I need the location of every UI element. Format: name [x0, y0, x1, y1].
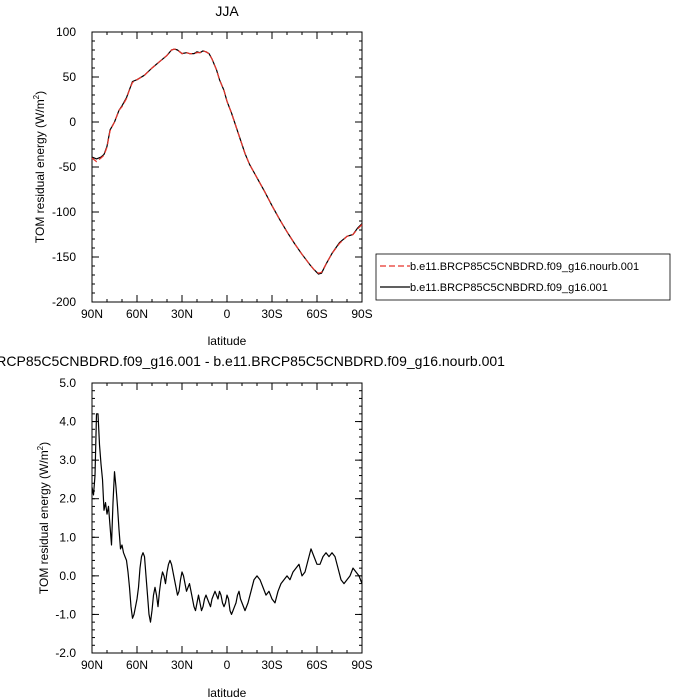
- x-tick-label: 60S: [306, 658, 327, 672]
- y-tick-label: 100: [56, 25, 76, 39]
- y-axis-label-close: ): [33, 91, 47, 95]
- y-tick-label: 0.0: [59, 569, 76, 583]
- x-axis-label: latitude: [208, 686, 247, 700]
- x-tick-label: 90N: [81, 307, 103, 321]
- y-tick-label: 1.0: [59, 530, 76, 544]
- top-chart-panel: JJA 90N 60N 30N 0 30S 60S 90S -200 -150 -100 -50 0 50…: [32, 3, 671, 348]
- x-axis-label: latitude: [208, 334, 247, 348]
- y-tick-label: -150: [52, 250, 76, 264]
- x-tick-label: 30S: [261, 307, 282, 321]
- series-line-0: [91, 48, 363, 274]
- y-tick-label: 4.0: [59, 415, 76, 429]
- x-tick-label: 60N: [126, 658, 148, 672]
- legend-box: [375, 253, 671, 301]
- legend-entry-0: b.e11.BRCP85C5CNBDRD.f09_g16.nourb.001: [410, 261, 639, 273]
- legend-entry-1: b.e11.BRCP85C5CNBDRD.f09_g16.001: [410, 282, 608, 294]
- y-tick-label: -100: [52, 205, 76, 219]
- y-tick-label: -2.0: [55, 646, 76, 660]
- y-axis-label-text: TOM residual energy (W/m: [33, 99, 47, 243]
- chart-title: JJA: [215, 3, 239, 19]
- y-tick-label: 0: [69, 115, 76, 129]
- y-tick-label: 3.0: [59, 453, 76, 467]
- y-axis-label-close: ): [37, 442, 51, 446]
- y-tick-label: -1.0: [55, 607, 76, 621]
- bottom-chart-panel: b.e11.BRCP85C5CNBDRD.f09_g16.001 - b.e11…: [0, 353, 505, 700]
- x-tick-label: 90S: [351, 658, 372, 672]
- y-tick-label: 50: [63, 70, 77, 84]
- x-tick-label: 90S: [351, 307, 372, 321]
- x-tick-label: 0: [224, 658, 231, 672]
- x-tick-label: 30N: [171, 658, 193, 672]
- y-tick-label: -50: [59, 160, 77, 174]
- x-tick-label: 0: [224, 307, 231, 321]
- y-tick-label: 2.0: [59, 492, 76, 506]
- plot-frame: [91, 31, 363, 303]
- x-tick-label: 30S: [261, 658, 282, 672]
- chart-title: b.e11.BRCP85C5CNBDRD.f09_g16.001 - b.e11…: [0, 353, 505, 369]
- y-tick-label: -200: [52, 295, 76, 309]
- series-line-0: [91, 413, 363, 623]
- y-axis-label-superscript: 2: [36, 445, 45, 450]
- x-tick-label: 30N: [171, 307, 193, 321]
- y-tick-label: 5.0: [59, 376, 76, 390]
- y-axis-label: TOM residual energy (W/m2): [36, 442, 51, 594]
- x-tick-label: 60S: [306, 307, 327, 321]
- y-axis-label-text: TOM residual energy (W/m: [37, 450, 51, 594]
- x-tick-label: 60N: [126, 307, 148, 321]
- plot-frame: [91, 382, 363, 654]
- y-axis-label-superscript: 2: [32, 94, 41, 99]
- x-tick-label: 90N: [81, 658, 103, 672]
- y-axis-label: TOM residual energy (W/m2): [32, 91, 47, 243]
